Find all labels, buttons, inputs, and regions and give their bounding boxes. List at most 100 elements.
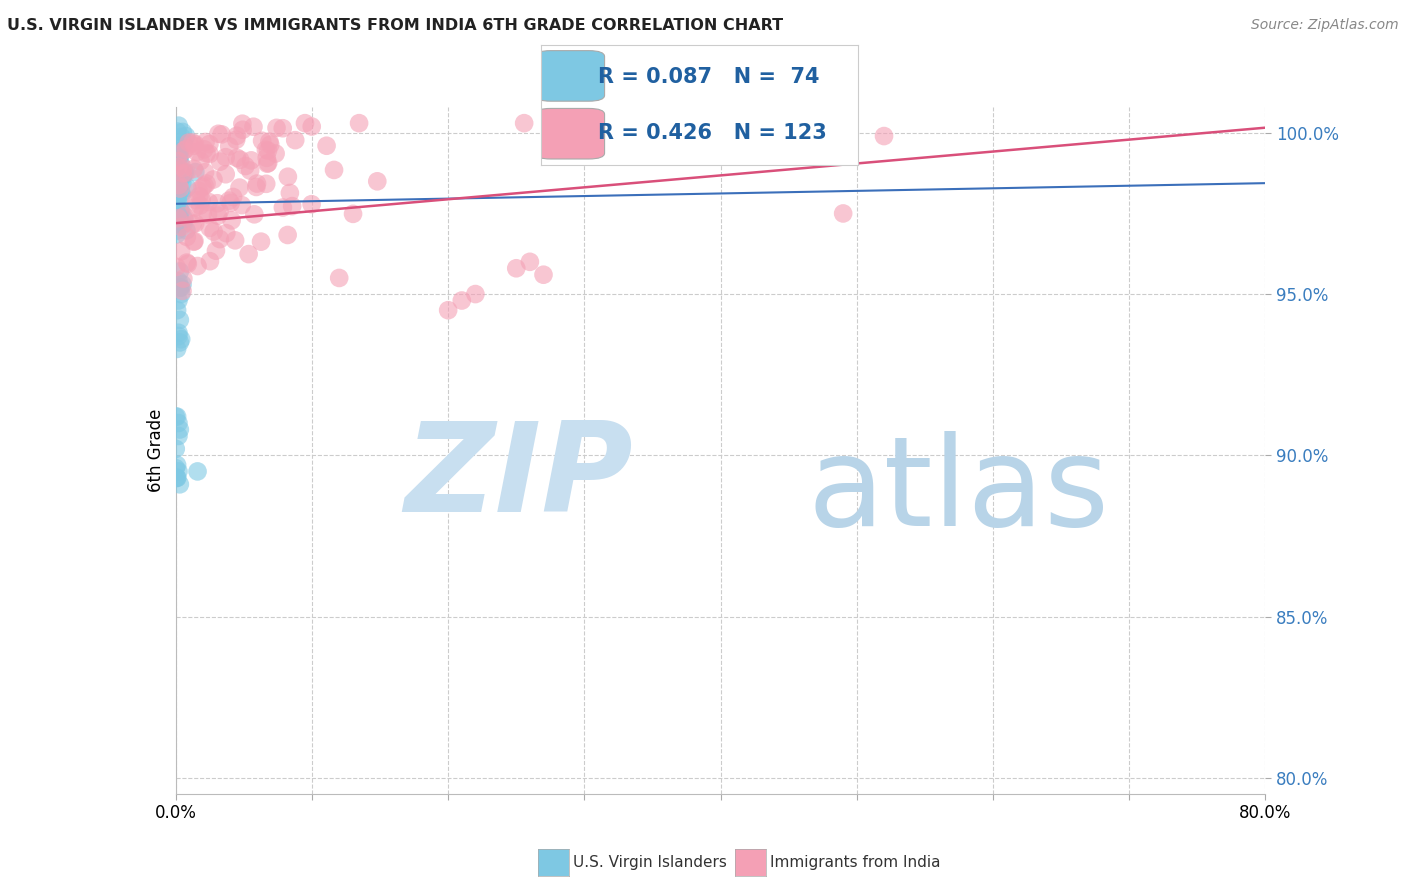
Point xyxy=(198,254,221,268)
Text: Immigrants from India: Immigrants from India xyxy=(770,855,941,870)
Point xyxy=(169,211,191,225)
Point xyxy=(181,136,204,150)
Point xyxy=(173,144,195,158)
Point xyxy=(172,161,194,175)
Point xyxy=(194,165,217,179)
Point xyxy=(174,166,197,180)
Point xyxy=(166,227,188,242)
Point xyxy=(266,120,288,135)
Point xyxy=(167,195,190,210)
Point xyxy=(231,198,253,212)
Point xyxy=(240,153,263,168)
Point xyxy=(533,268,555,282)
Point xyxy=(184,165,207,179)
Point xyxy=(222,190,245,204)
Point xyxy=(205,244,228,258)
Point xyxy=(256,157,278,171)
Point xyxy=(169,145,191,159)
Point xyxy=(172,217,194,231)
Point xyxy=(209,154,232,169)
Point xyxy=(165,163,187,178)
Point xyxy=(235,159,257,173)
Point xyxy=(187,259,209,273)
Point xyxy=(167,211,190,226)
Point xyxy=(167,179,190,194)
Point xyxy=(166,471,188,485)
Point xyxy=(176,180,198,194)
Point xyxy=(264,146,287,161)
Point xyxy=(271,201,294,215)
Point xyxy=(167,160,190,174)
Point xyxy=(277,227,299,242)
Point xyxy=(250,134,273,148)
Point xyxy=(184,200,207,214)
Point xyxy=(239,163,262,178)
Point xyxy=(271,121,294,136)
Point xyxy=(167,329,190,343)
Point xyxy=(172,166,194,180)
Point xyxy=(166,458,188,472)
Point xyxy=(505,261,527,276)
Point xyxy=(176,223,198,237)
Point xyxy=(166,164,188,178)
Point xyxy=(172,277,194,292)
Point xyxy=(259,135,281,149)
Point xyxy=(170,204,193,219)
Point xyxy=(165,201,187,215)
Point xyxy=(177,136,200,150)
Point xyxy=(294,116,316,130)
Point xyxy=(243,207,266,221)
Point xyxy=(873,129,896,144)
Point xyxy=(173,212,195,227)
Point xyxy=(190,193,212,207)
Point xyxy=(208,204,231,219)
Point xyxy=(184,216,207,230)
Point xyxy=(170,332,193,346)
Point xyxy=(165,471,187,485)
Point xyxy=(184,137,207,152)
Text: R = 0.426   N = 123: R = 0.426 N = 123 xyxy=(599,123,827,143)
Point xyxy=(519,255,541,269)
Y-axis label: 6th Grade: 6th Grade xyxy=(146,409,165,492)
Point xyxy=(323,163,346,178)
Point xyxy=(170,287,193,301)
Point xyxy=(221,213,243,227)
Point xyxy=(166,471,188,485)
Point xyxy=(218,194,240,208)
Point xyxy=(301,120,323,134)
Point xyxy=(183,235,205,249)
Point xyxy=(170,187,193,202)
Point xyxy=(170,244,193,259)
Text: atlas: atlas xyxy=(807,431,1109,552)
Point xyxy=(281,199,304,213)
Point xyxy=(176,165,198,179)
Point xyxy=(257,156,280,170)
Point xyxy=(215,150,238,164)
Point xyxy=(166,161,188,176)
Point xyxy=(366,174,388,188)
Point xyxy=(225,151,247,165)
Text: Source: ZipAtlas.com: Source: ZipAtlas.com xyxy=(1251,18,1399,32)
Point xyxy=(166,217,188,231)
Point xyxy=(169,156,191,170)
Point xyxy=(167,178,190,193)
Point xyxy=(169,149,191,163)
Point xyxy=(228,180,250,194)
Point xyxy=(169,313,191,327)
FancyBboxPatch shape xyxy=(536,51,605,101)
Point xyxy=(181,217,204,231)
Point xyxy=(256,151,278,165)
Point xyxy=(165,409,187,424)
Point xyxy=(173,136,195,151)
Point xyxy=(328,271,350,285)
Point xyxy=(183,234,205,248)
Point xyxy=(167,154,190,169)
Point xyxy=(167,119,190,133)
Point xyxy=(450,293,472,308)
Point xyxy=(464,287,486,301)
Point xyxy=(165,260,187,274)
Point xyxy=(176,230,198,244)
Text: ZIP: ZIP xyxy=(405,417,633,539)
Point xyxy=(167,274,190,288)
Point xyxy=(167,217,190,231)
